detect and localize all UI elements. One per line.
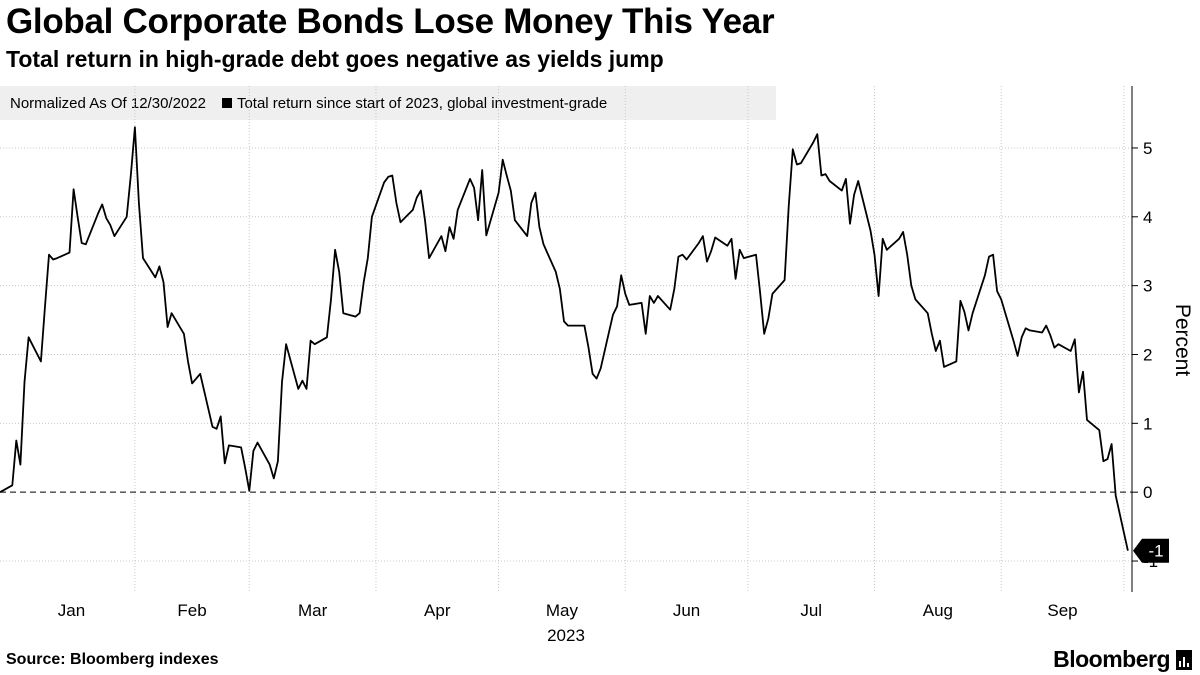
terminal-icon (1176, 649, 1192, 670)
x-tick-label: Mar (298, 601, 328, 620)
legend: Normalized As Of 12/30/2022 Total return… (0, 86, 776, 120)
y-axis-title: Percent (1171, 304, 1194, 377)
legend-series-label: Total return since start of 2023, global… (236, 94, 608, 112)
y-tick-label: 5 (1143, 139, 1152, 158)
y-tick-label: 1 (1143, 414, 1152, 433)
brand-logo: Bloomberg (1053, 646, 1192, 673)
y-tick-label: 4 (1143, 208, 1152, 227)
chart-subtitle: Total return in high-grade debt goes neg… (6, 46, 664, 72)
y-tick-label: 2 (1143, 345, 1152, 364)
normalization-note: Normalized As Of 12/30/2022 (10, 94, 206, 112)
x-tick-label: Aug (923, 601, 953, 620)
x-tick-label: Sep (1047, 601, 1077, 620)
source-note: Source: Bloomberg indexes (6, 651, 219, 668)
x-tick-label: May (546, 601, 579, 620)
x-tick-label: Jan (58, 601, 85, 620)
last-value-label: -1 (1148, 542, 1163, 561)
brand-wordmark: Bloomberg (1053, 646, 1170, 672)
y-tick-label: 0 (1143, 483, 1152, 502)
x-tick-label: Apr (424, 601, 451, 620)
y-tick-label: 3 (1143, 277, 1152, 296)
last-value-tag (1133, 538, 1169, 563)
series-line (0, 126, 1129, 551)
chart-title: Global Corporate Bonds Lose Money This Y… (6, 2, 775, 41)
x-tick-label: Jun (673, 601, 700, 620)
legend-swatch (221, 98, 232, 108)
x-year-label: 2023 (547, 626, 585, 645)
x-tick-label: Jul (800, 601, 822, 620)
x-tick-label: Feb (177, 601, 206, 620)
